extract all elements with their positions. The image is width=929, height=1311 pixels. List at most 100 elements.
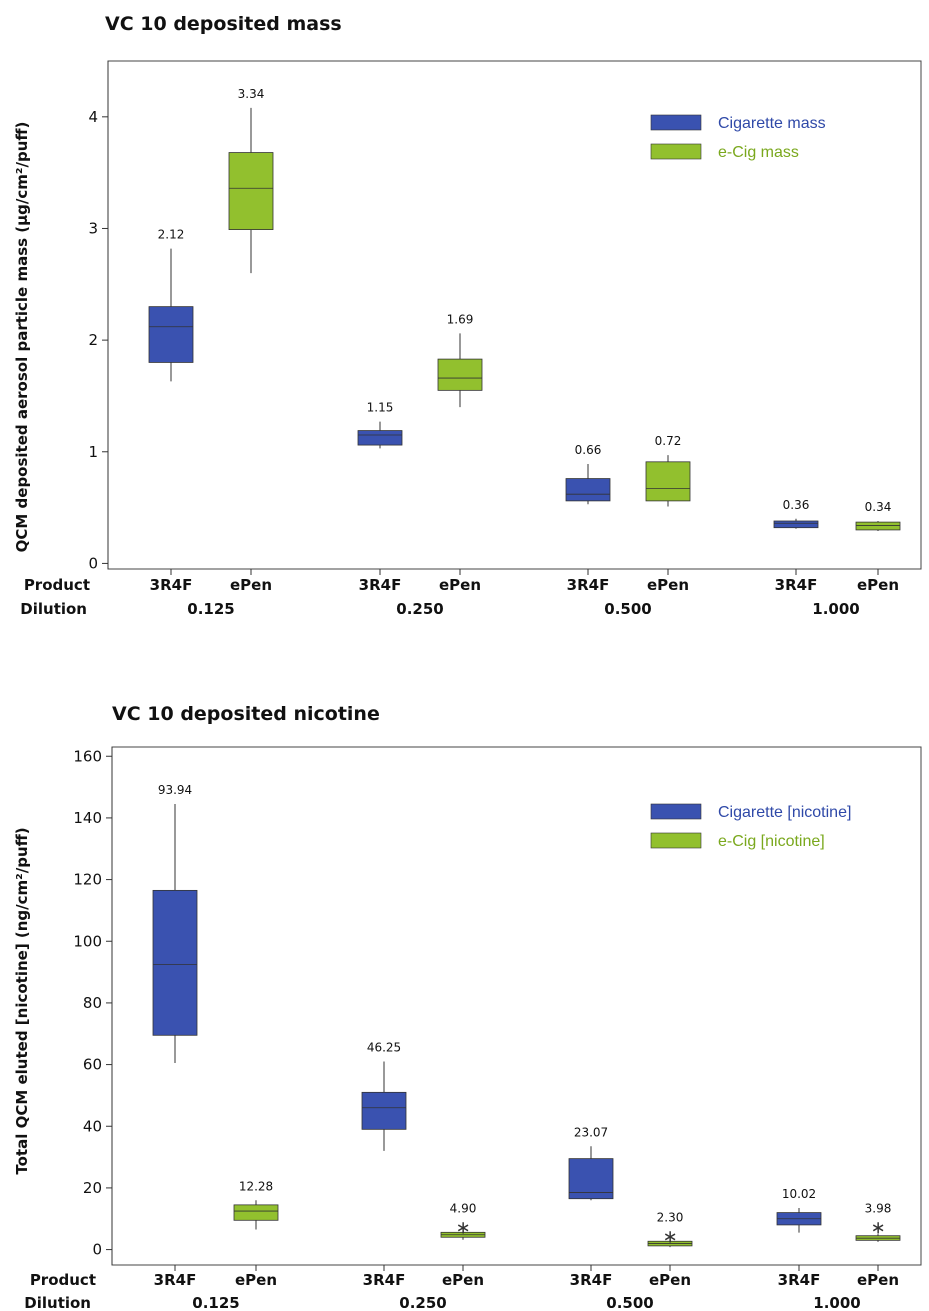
y-tick-label: 1 bbox=[88, 443, 98, 461]
box-3R4F-0.250: 46.25 bbox=[361, 1041, 407, 1151]
nicotine-row-label-dilution: Dilution bbox=[24, 1294, 91, 1311]
box-ePen-1.000: 0.34 bbox=[855, 500, 901, 532]
mean-value-label: 10.02 bbox=[782, 1187, 816, 1201]
mass-chart-title: VC 10 deposited mass bbox=[105, 13, 342, 35]
product-label: 3R4F bbox=[570, 1271, 613, 1289]
nicotine-group-label-0500: 0.500 bbox=[606, 1294, 653, 1311]
mass-plot-frame bbox=[107, 60, 922, 570]
box-iqr bbox=[645, 461, 691, 502]
nicotine-boxes: 93.94 12.28 46.25 ∗ 4.90 23.07 ∗ 2.30 10.02 ∗ 3.98 bbox=[152, 783, 901, 1248]
mass-group-label-0125: 0.125 bbox=[187, 600, 234, 618]
box-ePen-1.000: ∗ 3.98 bbox=[855, 1201, 901, 1242]
nicotine-group-label-0250: 0.250 bbox=[399, 1294, 446, 1311]
mass-row-label-product: Product bbox=[24, 576, 90, 594]
mass-y-axis-label: QCM deposited aerosol particle mass (µg/… bbox=[13, 122, 31, 553]
product-label: ePen bbox=[649, 1271, 691, 1289]
box-3R4F-1.000: 0.36 bbox=[773, 498, 819, 529]
nicotine-legend-label-cigarette: Cigarette [nicotine] bbox=[718, 804, 851, 821]
box-ePen-0.250: 1.69 bbox=[437, 312, 483, 408]
y-tick-label: 3 bbox=[88, 219, 98, 237]
outlier-marker: ∗ bbox=[662, 1227, 677, 1248]
nicotine-chart: VC 10 deposited nicotine Total QCM elute… bbox=[13, 703, 922, 1311]
mean-value-label: 1.15 bbox=[367, 401, 394, 415]
y-tick-label: 60 bbox=[83, 1056, 102, 1074]
mean-value-label: 3.98 bbox=[865, 1201, 892, 1215]
y-tick-label: 100 bbox=[73, 932, 102, 950]
nicotine-legend-swatch-cigarette bbox=[650, 803, 702, 820]
box-iqr bbox=[357, 430, 403, 446]
box-iqr bbox=[148, 306, 194, 363]
nicotine-legend-swatch-ecig bbox=[650, 832, 702, 849]
nicotine-y-axis-label: Total QCM eluted [nicotine] (ng/cm²/puff… bbox=[13, 827, 31, 1174]
product-label: ePen bbox=[439, 576, 481, 594]
nicotine-group-label-0125: 0.125 bbox=[192, 1294, 239, 1311]
mass-legend-label-ecig: e-Cig mass bbox=[718, 144, 799, 161]
box-ePen-0.125: 12.28 bbox=[233, 1179, 279, 1230]
y-tick-label: 120 bbox=[73, 871, 102, 889]
nicotine-legend-label-ecig: e-Cig [nicotine] bbox=[718, 833, 825, 850]
box-ePen-0.125: 3.34 bbox=[228, 87, 274, 274]
nicotine-group-label-1000: 1.000 bbox=[813, 1294, 860, 1311]
box-ePen-0.250: ∗ 4.90 bbox=[440, 1201, 486, 1240]
y-tick-label: 140 bbox=[73, 809, 102, 827]
box-3R4F-1.000: 10.02 bbox=[776, 1187, 822, 1233]
y-tick-label: 4 bbox=[88, 108, 98, 126]
nicotine-row-label-product: Product bbox=[30, 1271, 96, 1289]
box-iqr bbox=[565, 478, 611, 502]
mass-legend-swatch-ecig bbox=[650, 143, 702, 160]
box-iqr bbox=[233, 1204, 279, 1221]
y-tick-label: 0 bbox=[92, 1241, 102, 1259]
product-label: ePen bbox=[235, 1271, 277, 1289]
mean-value-label: 3.34 bbox=[238, 87, 265, 101]
y-tick-label: 160 bbox=[73, 747, 102, 765]
product-label: ePen bbox=[230, 576, 272, 594]
mean-value-label: 46.25 bbox=[367, 1041, 401, 1055]
mean-value-label: 0.34 bbox=[865, 500, 892, 514]
mass-group-label-0500: 0.500 bbox=[604, 600, 651, 618]
box-iqr bbox=[152, 889, 198, 1036]
mass-y-ticks: 0 1 2 3 4 bbox=[88, 108, 108, 572]
mass-group-label-1000: 1.000 bbox=[812, 600, 859, 618]
mean-value-label: 23.07 bbox=[574, 1125, 608, 1139]
mass-legend-swatch-cigarette bbox=[650, 114, 702, 131]
mass-legend-label-cigarette: Cigarette mass bbox=[718, 115, 826, 132]
nicotine-y-ticks: 0 20 40 60 80 100 120 140 160 bbox=[73, 747, 112, 1259]
product-label: 3R4F bbox=[778, 1271, 821, 1289]
mass-product-labels: 3R4F ePen 3R4F ePen 3R4F ePen 3R4F ePen bbox=[150, 569, 899, 594]
box-iqr bbox=[568, 1158, 614, 1200]
box-3R4F-0.500: 0.66 bbox=[565, 443, 611, 505]
mass-row-label-dilution: Dilution bbox=[20, 600, 87, 618]
y-tick-label: 20 bbox=[83, 1179, 102, 1197]
product-label: ePen bbox=[857, 1271, 899, 1289]
box-ePen-0.500: ∗ 2.30 bbox=[647, 1211, 693, 1248]
box-iqr bbox=[228, 152, 274, 230]
box-3R4F-0.500: 23.07 bbox=[568, 1125, 614, 1201]
product-label: 3R4F bbox=[363, 1271, 406, 1289]
nicotine-chart-title: VC 10 deposited nicotine bbox=[112, 703, 380, 725]
product-label: ePen bbox=[857, 576, 899, 594]
box-iqr bbox=[855, 521, 901, 531]
product-label: 3R4F bbox=[567, 576, 610, 594]
nicotine-legend: Cigarette [nicotine] e-Cig [nicotine] bbox=[650, 803, 851, 850]
mass-chart: VC 10 deposited mass QCM deposited aeros… bbox=[13, 13, 922, 618]
y-tick-label: 0 bbox=[88, 554, 98, 572]
nicotine-product-labels: 3R4F ePen 3R4F ePen 3R4F ePen 3R4F ePen bbox=[154, 1265, 899, 1289]
product-label: 3R4F bbox=[359, 576, 402, 594]
product-label: 3R4F bbox=[150, 576, 193, 594]
product-label: ePen bbox=[442, 1271, 484, 1289]
mass-legend: Cigarette mass e-Cig mass bbox=[650, 114, 826, 161]
mean-value-label: 0.66 bbox=[575, 443, 602, 457]
y-tick-label: 40 bbox=[83, 1117, 102, 1135]
mean-value-label: 0.36 bbox=[783, 498, 810, 512]
outlier-marker: ∗ bbox=[455, 1217, 470, 1238]
mean-value-label: 2.30 bbox=[657, 1211, 684, 1225]
mass-group-label-0250: 0.250 bbox=[396, 600, 443, 618]
box-3R4F-0.250: 1.15 bbox=[357, 401, 403, 449]
mean-value-label: 0.72 bbox=[655, 434, 682, 448]
mean-value-label: 4.90 bbox=[450, 1201, 477, 1215]
box-iqr bbox=[437, 358, 483, 391]
box-iqr bbox=[773, 520, 819, 529]
mean-value-label: 93.94 bbox=[158, 783, 192, 797]
y-tick-label: 80 bbox=[83, 994, 102, 1012]
